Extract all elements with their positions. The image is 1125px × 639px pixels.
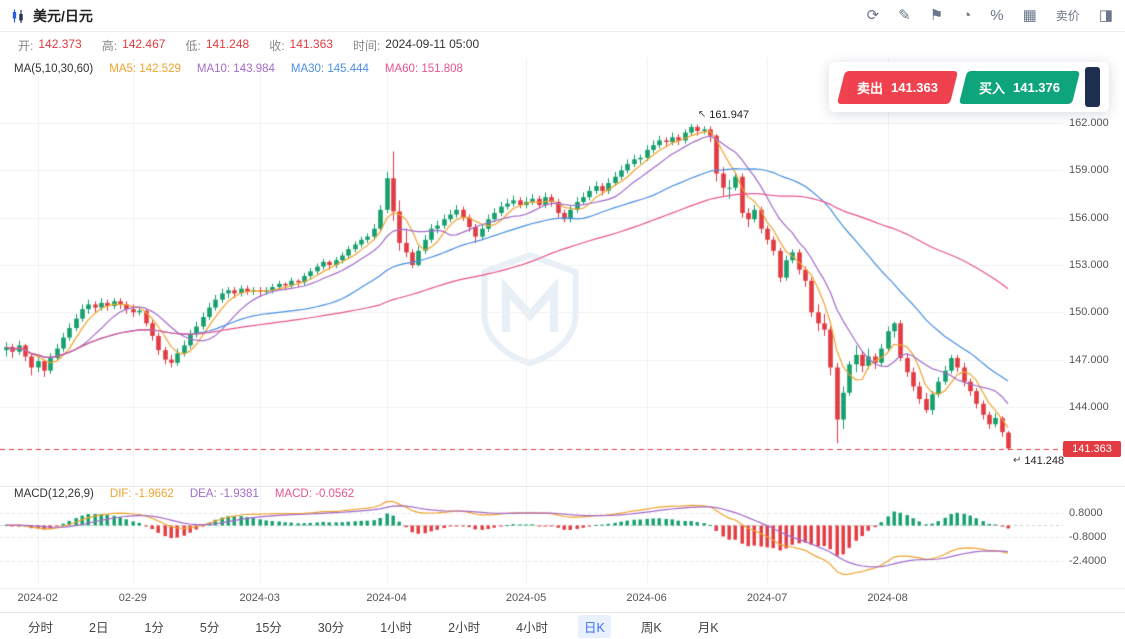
macd-axis-label: -0.8000 bbox=[1069, 531, 1107, 544]
tab-30分[interactable]: 30分 bbox=[317, 620, 345, 635]
clock-icon[interactable]: ◔ bbox=[962, 7, 972, 24]
price-axis-label: 147.000 bbox=[1069, 353, 1109, 366]
time-axis-label: 2024-05 bbox=[505, 592, 547, 604]
low-price-annotation: ↵ 141.248 bbox=[1013, 455, 1064, 467]
ma60-value: MA60: 151.808 bbox=[384, 63, 463, 75]
candlestick-chart[interactable] bbox=[0, 58, 1063, 590]
ohlc-info-bar: 开: 142.373 高: 142.467 低: 141.248 收: 141.… bbox=[0, 32, 1125, 58]
arrow-up-left-icon: ↖ bbox=[697, 108, 707, 120]
tab-周K[interactable]: 周K bbox=[640, 620, 662, 635]
peak-price-annotation: ↖ 161.947 bbox=[698, 109, 749, 121]
tab-2小时[interactable]: 2小时 bbox=[448, 620, 481, 635]
high-value: 142.467 bbox=[122, 36, 166, 51]
timeframe-tabs: 分时 2日 1分 5分 15分 30分 1小时 2小时 4小时 日K 周K 月K bbox=[0, 612, 1125, 639]
buy-button[interactable]: 买入 141.376 bbox=[958, 70, 1081, 104]
close-field: 收: 141.363 bbox=[269, 36, 333, 53]
axis-divider bbox=[0, 588, 1125, 589]
open-value: 142.373 bbox=[38, 36, 82, 51]
percent-icon[interactable]: % bbox=[990, 7, 1004, 24]
tab-15分[interactable]: 15分 bbox=[255, 620, 282, 635]
tab-日K[interactable]: 日K bbox=[578, 614, 611, 638]
draw-tools-icon[interactable]: ✎ bbox=[898, 7, 911, 24]
price-axis-label: 162.000 bbox=[1069, 117, 1109, 130]
time-field: 时间: 2024-09-11 05:00 bbox=[352, 36, 480, 53]
grid-layout-icon[interactable]: ▦ bbox=[1022, 7, 1037, 24]
low-annotation-text: 141.248 bbox=[1024, 455, 1065, 468]
time-axis-label: 2024-07 bbox=[746, 592, 788, 604]
open-field: 开: 142.373 bbox=[18, 36, 82, 53]
buy-button-price: 141.376 bbox=[1012, 79, 1060, 95]
sell-button-price: 141.363 bbox=[890, 79, 938, 95]
time-axis-label: 2024-08 bbox=[867, 592, 908, 604]
time-axis-label: 2024-02 bbox=[17, 592, 58, 604]
tab-2日[interactable]: 2日 bbox=[89, 620, 109, 635]
time-axis-label: 2024-03 bbox=[239, 592, 280, 604]
pane-divider bbox=[0, 486, 1125, 487]
price-axis-label: 150.000 bbox=[1069, 306, 1109, 319]
low-value: 141.248 bbox=[205, 36, 250, 51]
macd-axis-label: -2.4000 bbox=[1069, 555, 1107, 568]
macd-value: MACD: -0.0562 bbox=[274, 488, 355, 500]
ma30-value: MA30: 145.444 bbox=[290, 63, 369, 75]
time-value: 2024-09-11 05:00 bbox=[385, 36, 480, 51]
time-axis-label: 2024-04 bbox=[366, 592, 407, 604]
dif-value: DIF: -1.9662 bbox=[109, 488, 174, 500]
order-panel-toggle[interactable] bbox=[1085, 67, 1100, 107]
header-toolbar-icons: ⟳ ✎ ⚑ ◔% ▦ 卖价 ◨ bbox=[867, 8, 1113, 23]
macd-legend-title: MACD(12,26,9) bbox=[14, 488, 94, 500]
ma-legend: MA(5,10,30,60) MA5: 142.529 MA10: 143.984… bbox=[14, 63, 463, 75]
macd-axis-label: 0.8000 bbox=[1069, 507, 1103, 520]
refresh-icon[interactable]: ⟳ bbox=[866, 7, 880, 24]
tab-月K[interactable]: 月K bbox=[697, 620, 719, 635]
low-field: 低: 141.248 bbox=[185, 36, 250, 53]
instrument-title: 美元/日元 bbox=[33, 7, 93, 24]
tab-1分[interactable]: 1分 bbox=[144, 620, 164, 635]
instrument-header: 美元/日元 bbox=[10, 6, 93, 26]
price-axis-label: 144.000 bbox=[1069, 400, 1109, 413]
high-field: 高: 142.467 bbox=[101, 36, 166, 53]
panel-icon[interactable]: ◨ bbox=[1098, 7, 1113, 24]
kline-icon bbox=[10, 8, 26, 24]
close-value: 141.363 bbox=[289, 36, 333, 51]
sell-price-toggle[interactable]: 卖价 bbox=[1055, 8, 1080, 23]
buy-button-label: 买入 bbox=[979, 80, 1006, 96]
tab-4小时[interactable]: 4小时 bbox=[516, 620, 549, 635]
trade-panel: 卖出 141.363 买入 141.376 bbox=[829, 62, 1109, 112]
arrow-return-icon: ↵ bbox=[1013, 455, 1022, 467]
tab-分时[interactable]: 分时 bbox=[28, 620, 54, 635]
price-axis-label: 159.000 bbox=[1069, 164, 1109, 177]
header: 美元/日元 ⟳ ✎ ⚑ ◔% ▦ 卖价 ◨ bbox=[0, 0, 1125, 32]
dea-value: DEA: -1.9381 bbox=[189, 488, 259, 500]
tab-1小时[interactable]: 1小时 bbox=[380, 620, 413, 635]
ma5-value: MA5: 142.529 bbox=[109, 63, 181, 75]
price-axis-label: 156.000 bbox=[1069, 211, 1109, 224]
ma10-value: MA10: 143.984 bbox=[196, 63, 275, 75]
last-price-badge: 141.363 bbox=[1063, 440, 1121, 457]
sell-button[interactable]: 卖出 141.363 bbox=[836, 70, 959, 104]
flag-icon[interactable]: ⚑ bbox=[929, 7, 944, 24]
price-axis-label: 153.000 bbox=[1069, 259, 1109, 271]
tab-5分[interactable]: 5分 bbox=[199, 620, 220, 635]
macd-legend: MACD(12,26,9) DIF: -1.9662 DEA: -1.9381 MA… bbox=[14, 488, 354, 500]
peak-annotation-text: 161.947 bbox=[709, 108, 750, 121]
chart-area: MA(5,10,30,60) MA5: 142.529 MA10: 143.984… bbox=[0, 58, 1125, 612]
ma-legend-title: MA(5,10,30,60) bbox=[14, 63, 94, 75]
time-axis-label: 02-29 bbox=[118, 592, 147, 604]
sell-button-label: 卖出 bbox=[857, 80, 884, 96]
time-axis-label: 2024-06 bbox=[626, 592, 667, 604]
